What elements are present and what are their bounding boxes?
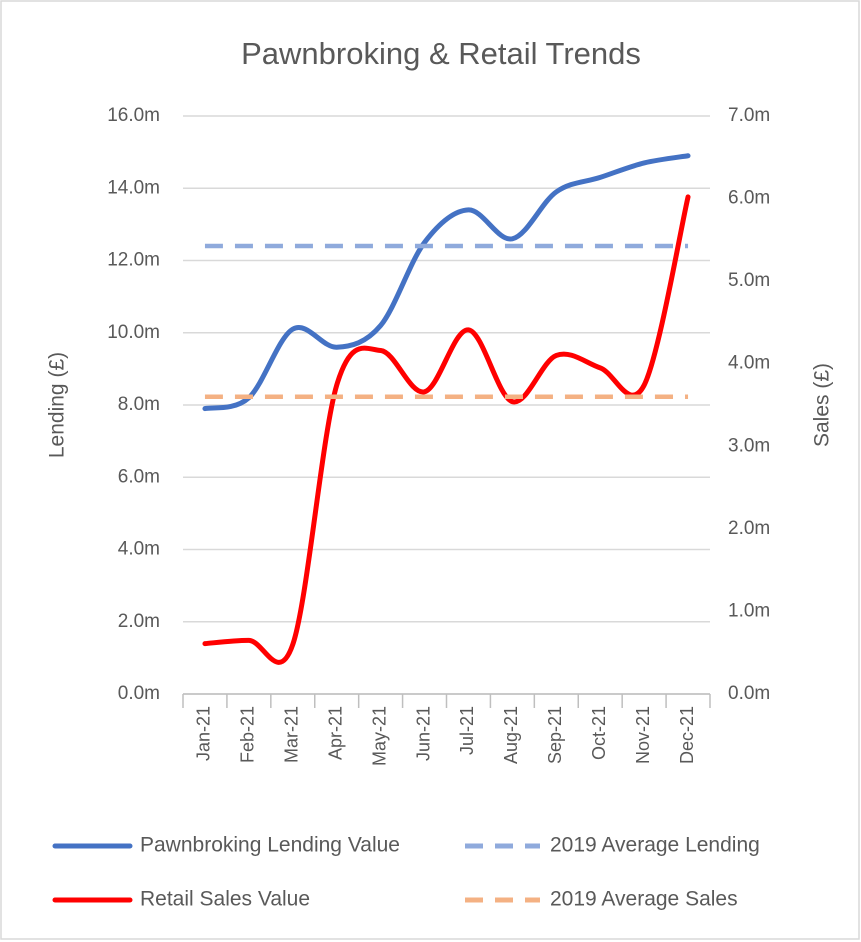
y-tick-label: 0.0m xyxy=(118,683,160,704)
y2-tick-label: 3.0m xyxy=(728,435,770,456)
x-tick-label: Feb-21 xyxy=(238,706,258,763)
x-tick-label: Aug-21 xyxy=(501,706,521,764)
x-tick-label: Jun-21 xyxy=(413,706,433,761)
x-tick-label: Sep-21 xyxy=(545,706,565,764)
x-tick-label: Oct-21 xyxy=(589,706,609,760)
y-tick-label: 8.0m xyxy=(118,394,160,415)
x-tick-label: Mar-21 xyxy=(282,706,302,763)
y2-tick-label: 6.0m xyxy=(728,188,770,209)
y2-tick-label: 2.0m xyxy=(728,518,770,539)
y2-tick-label: 5.0m xyxy=(728,270,770,291)
y-tick-label: 10.0m xyxy=(107,322,160,343)
y2-tick-label: 0.0m xyxy=(728,683,770,704)
y-tick-label: 2.0m xyxy=(118,611,160,632)
y-tick-label: 6.0m xyxy=(118,466,160,487)
legend-label: 2019 Average Lending xyxy=(550,834,760,857)
chart-title: Pawnbroking & Retail Trends xyxy=(241,36,641,71)
x-tick-label: Nov-21 xyxy=(633,706,653,764)
y2-tick-label: 4.0m xyxy=(728,353,770,374)
y2-tick-label: 7.0m xyxy=(728,105,770,126)
legend-label: 2019 Average Sales xyxy=(550,888,738,911)
x-tick-label: Dec-21 xyxy=(677,706,697,764)
y-tick-label: 4.0m xyxy=(118,539,160,560)
x-tick-label: Apr-21 xyxy=(325,706,345,760)
y-tick-label: 14.0m xyxy=(107,177,160,198)
y-tick-label: 12.0m xyxy=(107,250,160,271)
x-tick-label: Jul-21 xyxy=(457,706,477,755)
y-tick-label: 16.0m xyxy=(107,105,160,126)
y2-tick-label: 1.0m xyxy=(728,600,770,621)
y-axis-title: Lending (£) xyxy=(46,352,69,458)
line xyxy=(202,153,691,412)
x-tick-label: May-21 xyxy=(369,706,389,766)
line xyxy=(202,194,691,665)
x-tick-label: Jan-21 xyxy=(194,706,214,761)
y2-axis-title: Sales (£) xyxy=(811,363,834,447)
legend-label: Pawnbroking Lending Value xyxy=(140,834,400,857)
legend-label: Retail Sales Value xyxy=(140,888,310,911)
